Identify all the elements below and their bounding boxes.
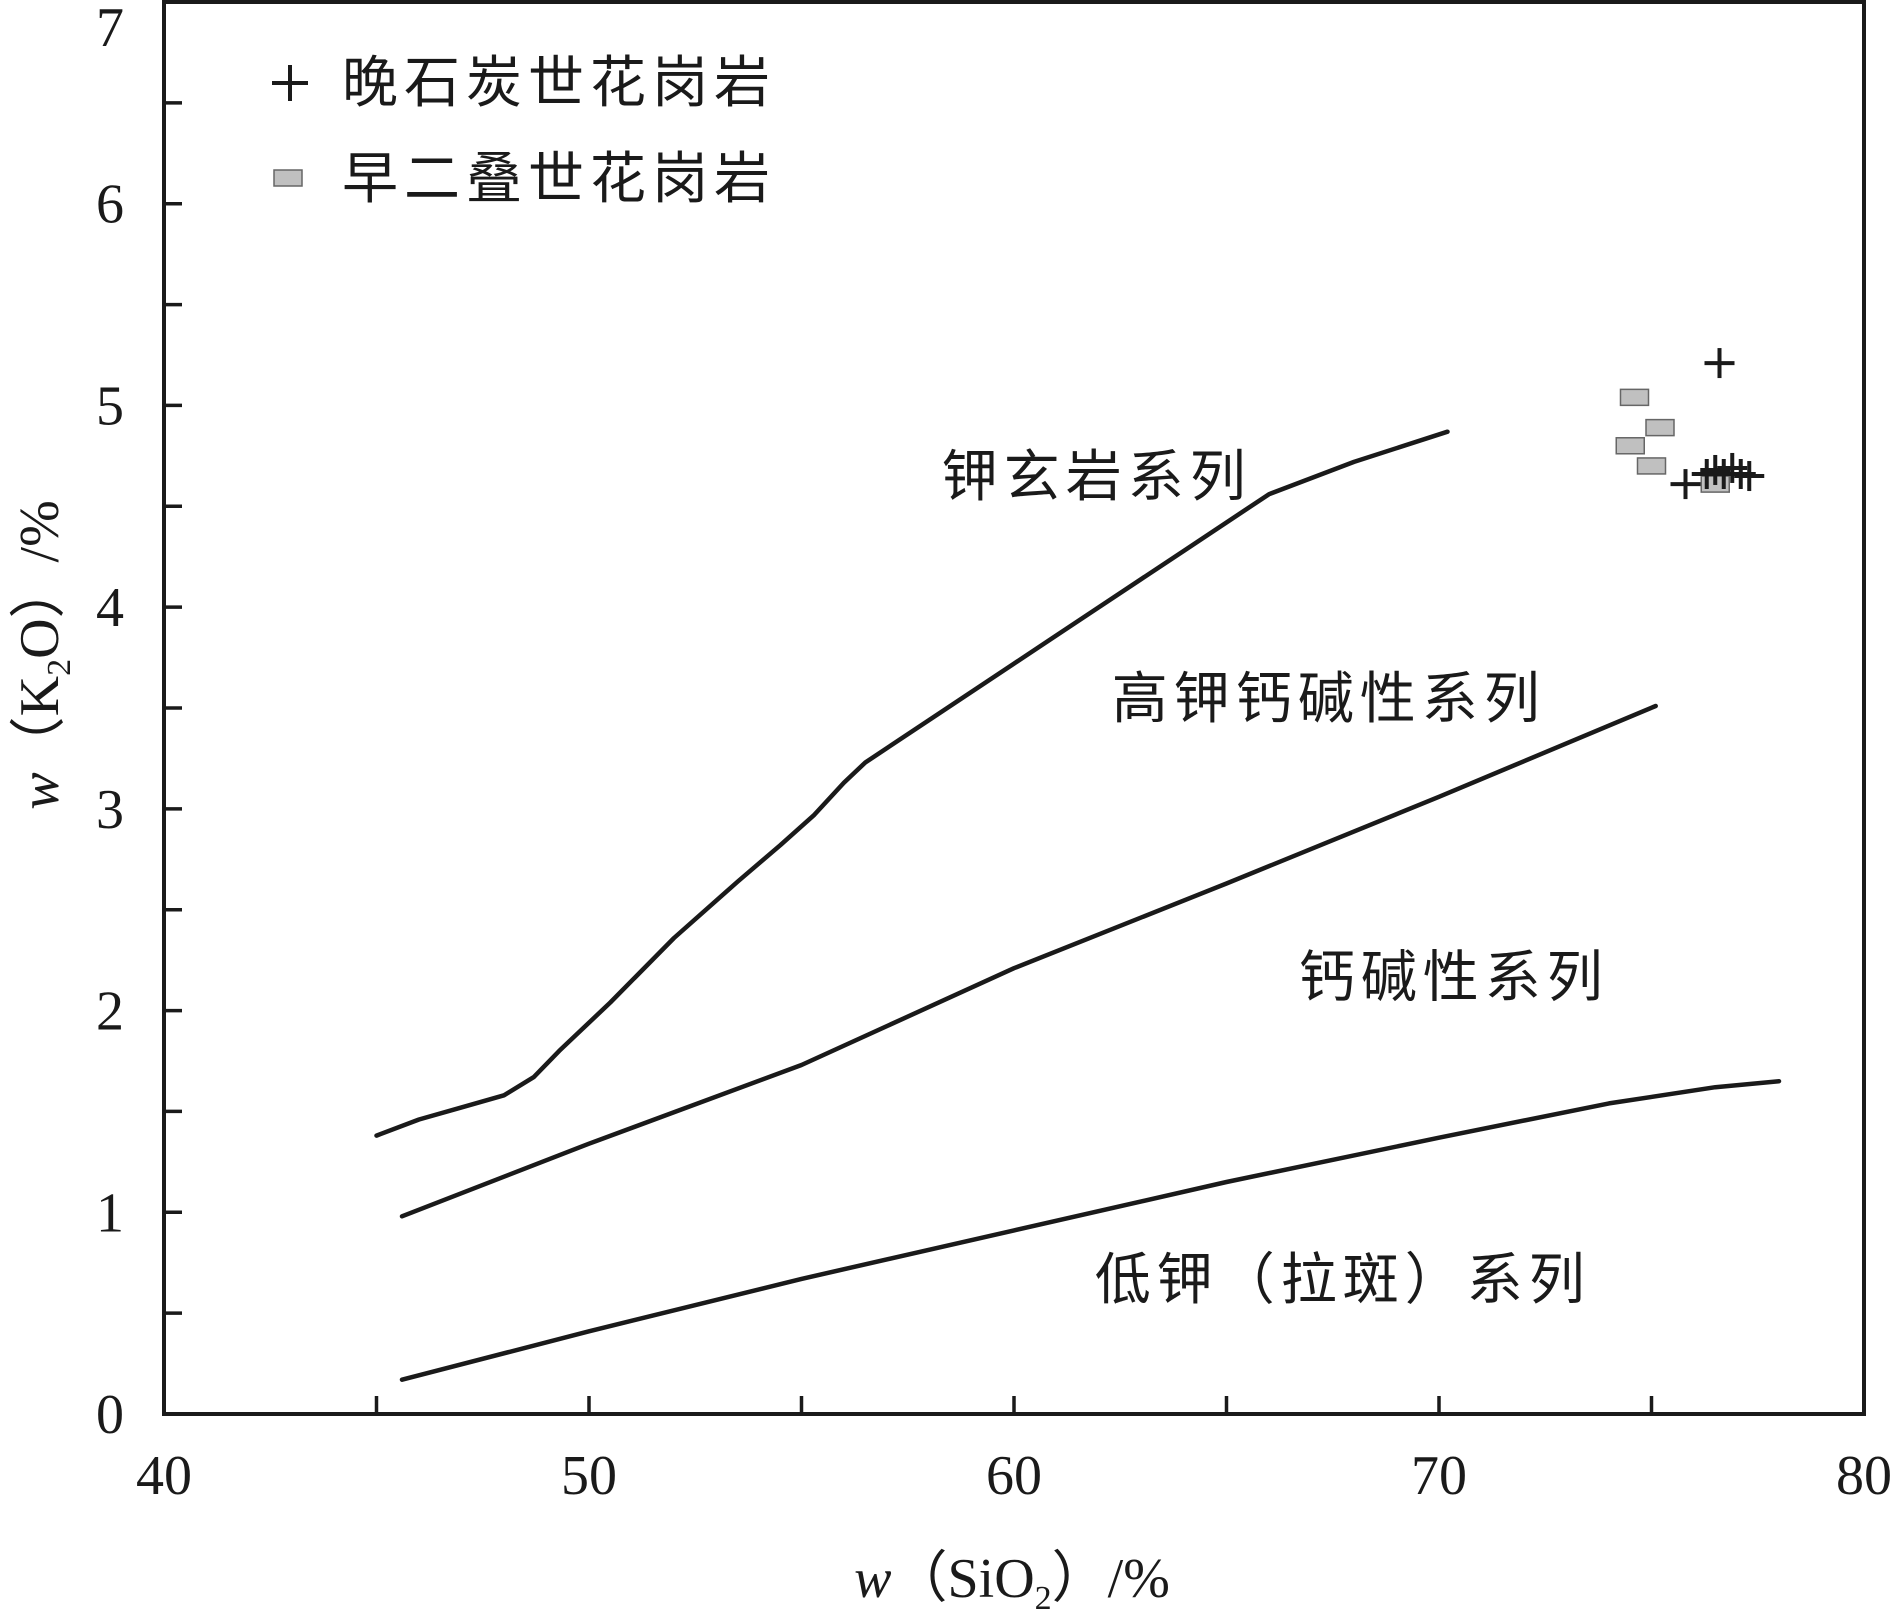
y-tick-label: 0	[96, 1384, 124, 1446]
y-tick-labels: 0 1 2 3 4 5 6 7	[96, 0, 124, 1446]
boundary-line-2	[399, 703, 1658, 1219]
data-points	[1615, 348, 1765, 500]
legend-item-late-carboniferous: 晚石炭世花岗岩	[272, 51, 776, 116]
y-axis-title-open: （K	[9, 676, 71, 772]
x-tick-label: 40	[136, 1445, 192, 1507]
region-label-2: 高钾钙碱性系列	[1112, 667, 1546, 732]
plus-marker	[1704, 348, 1735, 379]
square-marker	[1636, 457, 1667, 475]
x-tick-label: 50	[561, 1445, 617, 1507]
axis-ticks	[162, 0, 1866, 1416]
y-tick-label: 1	[96, 1182, 124, 1244]
x-tick-label: 70	[1411, 1445, 1467, 1507]
x-tick-label: 60	[986, 1445, 1042, 1507]
series-boundaries	[374, 429, 1782, 1382]
legend: 晚石炭世花岗岩 早二叠世花岗岩	[272, 51, 776, 212]
legend-square-marker	[273, 169, 303, 187]
plot-frame	[162, 0, 1866, 1416]
square-marker	[1645, 418, 1675, 437]
plus-marker	[1734, 461, 1765, 492]
y-tick-label: 3	[96, 779, 124, 841]
x-axis-title: w（SiO2）/%	[854, 1548, 1170, 1612]
x-axis-title-var: w	[854, 1548, 891, 1610]
x-tick-label: 80	[1836, 1445, 1890, 1507]
boundary-line-3	[399, 1078, 1782, 1382]
region-label-1: 钾玄岩系列	[942, 445, 1252, 510]
x-tick-labels: 40 50 60 70 80	[136, 1445, 1890, 1507]
x-axis-title-open: （SiO	[891, 1548, 1034, 1610]
y-axis-title: w（K2O）/%	[9, 500, 78, 809]
legend-label-early-permian: 早二叠世花岗岩	[342, 147, 776, 212]
legend-item-early-permian: 早二叠世花岗岩	[273, 147, 776, 212]
legend-label-late-carboniferous: 晚石炭世花岗岩	[342, 51, 776, 116]
y-axis-title-close: O）/%	[9, 500, 71, 659]
y-tick-label: 7	[96, 0, 124, 59]
y-axis-title-sub: 2	[41, 659, 78, 676]
boundary-line-1	[374, 429, 1450, 1138]
y-axis-title-var: w	[9, 772, 71, 809]
x-axis-title-sub: 2	[1035, 1580, 1052, 1612]
y-tick-label: 2	[96, 981, 124, 1043]
region-label-4: 低钾（拉斑）系列	[1095, 1248, 1591, 1313]
y-tick-label: 4	[96, 577, 124, 639]
square-marker	[1615, 437, 1645, 455]
y-tick-label: 5	[96, 375, 124, 437]
x-axis-title-close: ）/%	[1052, 1548, 1170, 1610]
region-label-3: 钙碱性系列	[1299, 945, 1609, 1010]
square-marker	[1619, 388, 1650, 407]
y-tick-label: 6	[96, 174, 124, 236]
plus-marker	[1670, 469, 1701, 500]
